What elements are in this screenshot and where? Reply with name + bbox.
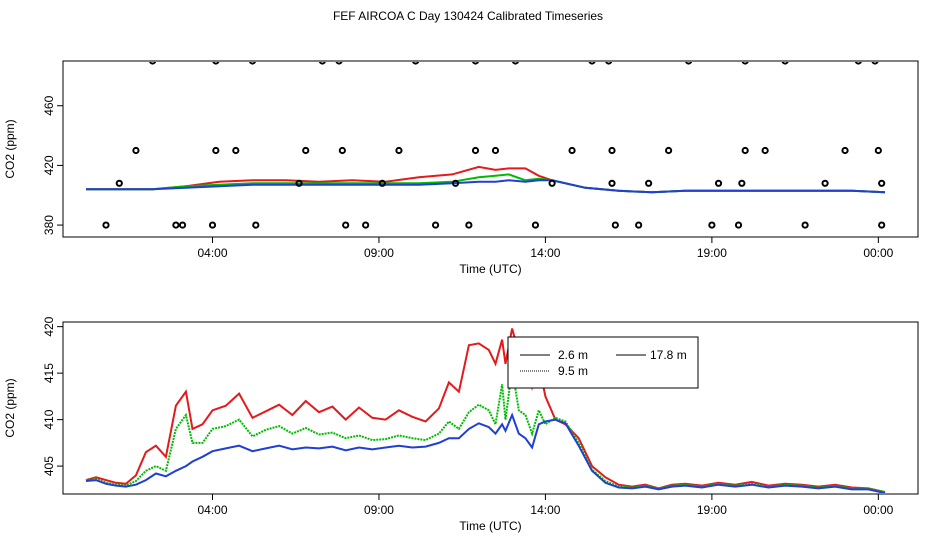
data-point bbox=[635, 221, 643, 229]
x-axis-label: Time (UTC) bbox=[459, 262, 521, 276]
data-point bbox=[232, 146, 240, 155]
y-tick-label: 420 bbox=[42, 316, 56, 336]
data-point bbox=[149, 62, 157, 65]
y-axis-label: CO2 (ppm) bbox=[3, 378, 17, 437]
data-point bbox=[102, 221, 110, 229]
data-point bbox=[472, 62, 479, 65]
data-point bbox=[335, 62, 343, 65]
data-point bbox=[318, 62, 326, 65]
chart-title: FEF AIRCOA C Day 130424 Calibrated Times… bbox=[332, 9, 604, 23]
legend: 2.6 m 9.5 m 17.8 m bbox=[507, 336, 699, 389]
y-tick-label: 380 bbox=[42, 215, 56, 235]
y-axis-label: CO2 (ppm) bbox=[3, 119, 17, 178]
data-point bbox=[588, 62, 596, 65]
data-point bbox=[608, 179, 616, 187]
data-point bbox=[212, 146, 220, 155]
legend-label: 2.6 m bbox=[558, 348, 588, 362]
x-tick-label: 04:00 bbox=[197, 246, 227, 260]
data-point bbox=[781, 62, 789, 65]
data-point bbox=[302, 146, 310, 155]
y-tick-label: 460 bbox=[42, 95, 56, 115]
plot-frame bbox=[62, 60, 919, 238]
data-point bbox=[512, 62, 519, 65]
series-group bbox=[85, 328, 886, 493]
data-point bbox=[871, 62, 879, 65]
legend-box bbox=[507, 336, 699, 389]
data-point bbox=[738, 179, 746, 187]
data-point bbox=[854, 62, 862, 65]
data-point bbox=[714, 179, 723, 187]
data-point bbox=[568, 146, 576, 155]
data-point bbox=[338, 146, 346, 155]
series-line-2-6-m bbox=[86, 165, 886, 194]
top-panel: 04:00 09:00 14:00 19:00 00:00 Time (UTC) 380 42… bbox=[3, 60, 919, 276]
x-tick-label: 09:00 bbox=[364, 246, 394, 260]
data-point bbox=[252, 221, 260, 229]
series-line-2-6-m bbox=[85, 328, 886, 493]
data-point bbox=[491, 146, 500, 155]
data-point bbox=[132, 146, 140, 155]
data-point bbox=[734, 221, 743, 229]
data-point bbox=[605, 62, 613, 65]
y-tick-label: 405 bbox=[42, 456, 56, 476]
data-point bbox=[531, 221, 540, 229]
data-point bbox=[471, 146, 480, 155]
data-point bbox=[451, 179, 460, 187]
x-tick-label: 19:00 bbox=[697, 503, 727, 517]
data-point bbox=[841, 146, 849, 155]
data-point bbox=[608, 146, 616, 155]
data-point bbox=[741, 146, 749, 155]
data-point bbox=[665, 146, 673, 155]
data-point bbox=[761, 146, 769, 155]
x-tick-label: 09:00 bbox=[364, 503, 394, 517]
series-line-17-8-m bbox=[86, 179, 886, 194]
plot-frame bbox=[62, 321, 919, 495]
x-tick-label: 14:00 bbox=[530, 246, 560, 260]
data-point bbox=[412, 62, 420, 65]
data-point bbox=[645, 179, 653, 187]
series-group bbox=[86, 62, 886, 229]
y-tick-label: 420 bbox=[42, 155, 56, 175]
x-tick-label: 14:00 bbox=[530, 503, 560, 517]
legend-label: 9.5 m bbox=[558, 364, 588, 378]
data-point bbox=[548, 179, 556, 187]
y-tick-label: 415 bbox=[42, 363, 56, 383]
data-point bbox=[342, 221, 350, 229]
bottom-panel: 04:00 09:00 14:00 19:00 00:00 Time (UTC) 405 41… bbox=[3, 316, 919, 533]
data-point bbox=[115, 179, 123, 187]
data-point bbox=[801, 221, 809, 229]
data-point bbox=[172, 221, 180, 229]
data-point bbox=[208, 221, 217, 229]
data-point bbox=[378, 179, 386, 187]
data-point bbox=[395, 146, 403, 155]
data-point bbox=[178, 221, 187, 229]
data-point bbox=[212, 62, 220, 65]
data-point bbox=[431, 221, 440, 229]
y-tick-label: 410 bbox=[42, 409, 56, 429]
data-point bbox=[821, 179, 829, 187]
legend-label: 17.8 m bbox=[650, 348, 687, 362]
data-point bbox=[878, 179, 886, 187]
x-tick-label: 00:00 bbox=[863, 246, 893, 260]
data-point bbox=[465, 221, 473, 229]
data-point bbox=[685, 62, 693, 65]
series-line-9-5-m bbox=[85, 368, 886, 493]
data-point bbox=[741, 62, 749, 65]
data-point bbox=[874, 146, 882, 155]
series-line-17-8-m bbox=[85, 412, 886, 493]
data-point bbox=[708, 221, 716, 229]
data-point bbox=[611, 221, 619, 229]
x-tick-label: 00:00 bbox=[863, 503, 893, 517]
x-tick-label: 19:00 bbox=[697, 246, 727, 260]
data-point bbox=[295, 179, 303, 187]
x-axis-label: Time (UTC) bbox=[459, 519, 521, 533]
x-tick-label: 04:00 bbox=[197, 503, 227, 517]
data-point bbox=[878, 221, 886, 229]
data-point bbox=[362, 221, 370, 229]
data-point bbox=[249, 62, 256, 65]
